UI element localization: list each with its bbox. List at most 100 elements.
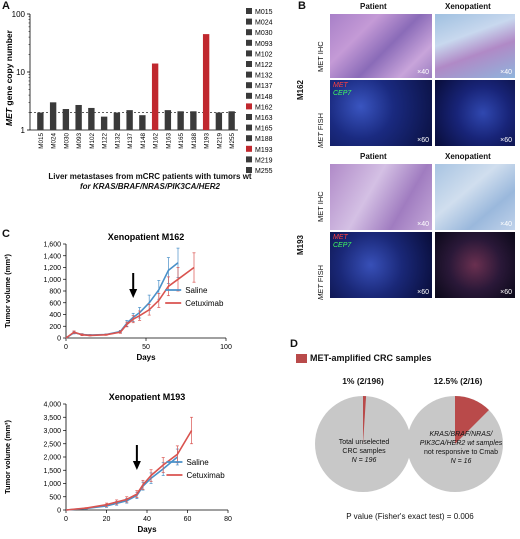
legend-label-m162: M162 (255, 104, 273, 111)
legend-label-m137: M137 (255, 83, 273, 90)
micro-m193-xeno-ihc: ×40 (435, 164, 515, 230)
y-tick-label: 1,500 (43, 468, 61, 475)
mag-label: ×40 (500, 69, 512, 76)
y-tick-label: 200 (49, 324, 61, 331)
legend-swatch-m093 (246, 39, 252, 46)
y-tick-label: 10 (16, 68, 25, 77)
legend-label-m024: M024 (255, 20, 273, 27)
bar-m148 (139, 115, 146, 130)
x-tick-label: 0 (64, 344, 68, 351)
panel-b-col-xeno-top: Xenopatient (445, 2, 491, 11)
mag-label: ×40 (417, 69, 429, 76)
legend-swatch-m162 (246, 103, 252, 110)
bar-m188 (190, 111, 197, 130)
pie2-pct: 12.5% (2/16) (433, 376, 483, 386)
pie2-line1: KRAS/BRAF/NRAS/ (429, 431, 493, 438)
x-tick-label: 80 (224, 516, 232, 523)
legend-label-m122: M122 (255, 62, 273, 69)
x-tick-label: M024 (51, 133, 58, 149)
fish-legend: MET CEP7 (333, 82, 351, 98)
legend-swatch-m122 (246, 61, 252, 67)
bar-m015 (37, 112, 44, 130)
pvalue: P value (Fisher's exact test) = 0.006 (346, 512, 474, 521)
fish-word-2: FISH (316, 264, 325, 283)
panel-c1-chart: Xenopatient M162 0 200 400 600 800 1,000 1,200 1… (3, 232, 232, 362)
x-tick-label: 0 (64, 516, 68, 523)
legend-swatch-m163 (246, 114, 252, 120)
pie1-line2: CRC samples (342, 448, 386, 455)
legend-label-m163: M163 (255, 115, 273, 122)
legend-label-cetuximab: Cetuximab (185, 299, 224, 308)
legend-swatch-m024 (246, 18, 252, 25)
x-axis-label: Days (136, 353, 156, 362)
pie1-pct: 1% (2/196) (342, 376, 384, 386)
x-tick-label: M093 (76, 133, 83, 149)
legend-label-saline: Saline (186, 458, 209, 467)
x-tick-label: 20 (103, 516, 111, 523)
legend-swatch-m137 (246, 82, 252, 89)
y-tick-label: 2,500 (43, 441, 61, 448)
mag-label: ×60 (417, 289, 429, 296)
legend-swatch-m165 (246, 124, 252, 131)
mag-label: ×60 (500, 289, 512, 296)
chart-title: Xenopatient M193 (109, 392, 186, 402)
chart-title: Xenopatient M162 (108, 232, 185, 242)
x-axis-label: Days (137, 525, 157, 534)
y-tick-label: 1,000 (43, 277, 61, 284)
y-tick-label: 0 (57, 336, 61, 343)
x-tick-label: M132 (114, 133, 121, 149)
x-tick-label: M255 (229, 133, 236, 149)
treatment-arrow-head (129, 289, 138, 298)
y-tick-label: 1,400 (43, 253, 61, 260)
x-tick-label: M188 (191, 133, 198, 149)
y-tick-label: 600 (49, 300, 61, 307)
panel-a-xlabel: Liver metastases from mCRC patients with… (30, 172, 270, 192)
y-tick-label: 500 (49, 494, 61, 501)
pie1-caption: Total unselected CRC samples N = 196 (318, 438, 410, 465)
micro-m162-patient-ihc: ×40 (330, 14, 432, 78)
panel-b-row-m193: M193 (296, 234, 305, 255)
bar-m165 (177, 111, 184, 130)
panel-c2-chart: Xenopatient M193 0 500 1,000 1,500 2,000 2,500… (3, 392, 232, 534)
y-tick-label: 1,200 (43, 265, 61, 272)
x-tick-label: 100 (220, 344, 232, 351)
series-line-cetuximab (65, 430, 193, 511)
legend-label-m148: M148 (255, 94, 273, 101)
mag-label: ×60 (500, 137, 512, 144)
panel-d-letter: D (290, 338, 298, 350)
panel-b-met-fish-label-1: MET FISH (316, 113, 325, 148)
pie1-line3: N = 196 (351, 457, 377, 464)
panel-a-ylabel: MET gene copy number (4, 29, 14, 126)
pie2-caption: KRAS/BRAF/NRAS/ PIK3CA/HER2 wt samples n… (406, 430, 516, 466)
bar-m122 (100, 116, 108, 130)
mag-label: ×40 (417, 221, 429, 228)
legend-label-m132: M132 (255, 73, 273, 80)
legend-swatch-m148 (246, 92, 252, 99)
series-line-saline (65, 262, 179, 339)
legend-swatch-m193 (246, 145, 252, 152)
panel-b-met-ihc-label-2: MET IHC (316, 191, 325, 222)
x-tick-label: M219 (216, 133, 223, 149)
fish-met-label: MET (333, 234, 348, 241)
legend-swatch-m132 (246, 71, 252, 78)
mag-label: ×40 (500, 221, 512, 228)
legend-label-m219: M219 (255, 157, 273, 164)
pie1-line1: Total unselected (338, 439, 390, 446)
x-tick-label: M148 (140, 133, 147, 149)
y-tick-label: 1,000 (43, 481, 61, 488)
treatment-arrow-head (132, 461, 141, 470)
x-tick-label: M137 (127, 133, 134, 149)
fish-legend: MET CEP7 (333, 234, 351, 250)
panel-b-row-m162: M162 (296, 79, 305, 100)
y-tick-label: 4,000 (43, 402, 61, 409)
legend-swatch-m219 (246, 156, 252, 163)
series-line-saline (65, 456, 178, 511)
y-tick-label: 400 (49, 312, 61, 319)
x-tick-label: M102 (89, 133, 96, 149)
micro-m193-patient-ihc: ×40 (330, 164, 432, 230)
panel-b-col-xeno-bottom: Xenopatient (445, 152, 491, 161)
bar-m193 (202, 34, 210, 130)
legend-label-m015: M015 (255, 9, 273, 16)
panel-b-met-ihc-label-1: MET IHC (316, 41, 325, 72)
pie2-line2: PIK3CA/HER2 wt samples (419, 440, 503, 447)
